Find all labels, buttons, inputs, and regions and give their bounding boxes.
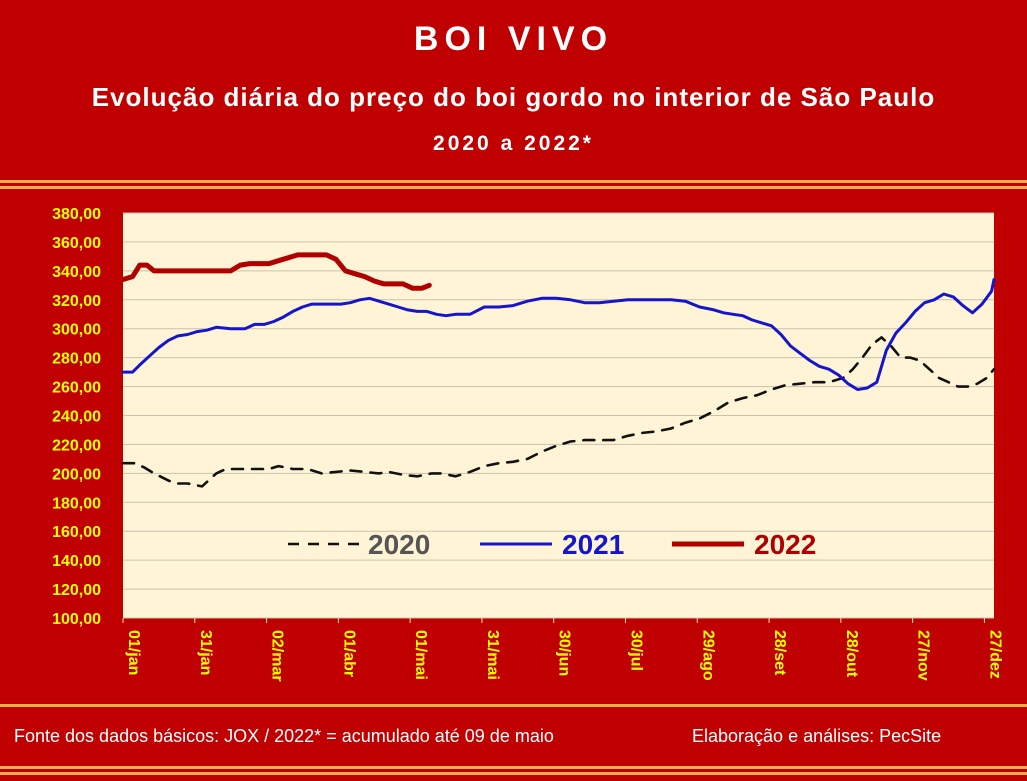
series-line-2020 — [121, 336, 996, 488]
divider-top-1 — [0, 180, 1027, 183]
y-tick-label: 160,00 — [52, 524, 101, 541]
x-tick-label: 27/dez — [986, 630, 1003, 679]
y-tick-label: 360,00 — [52, 235, 101, 252]
footer: Fonte dos dados básicos: JOX / 2022* = a… — [0, 712, 1027, 762]
y-tick-label: 280,00 — [52, 351, 101, 368]
chart-title: BOI VIVO — [413, 20, 614, 58]
x-tick-label: 01/jan — [125, 630, 142, 675]
y-axis: 380,00 360,00 340,00 320,00 300,00 280,00 260,… — [52, 206, 101, 628]
divider-bottom-3 — [0, 772, 1027, 775]
y-tick-label: 340,00 — [52, 264, 101, 281]
legend-label-2021: 2021 — [562, 529, 624, 560]
x-tick-label: 01/mai — [412, 630, 429, 680]
source-note: Fonte dos dados básicos: JOX / 2022* = a… — [14, 726, 554, 746]
x-tick-label: 30/jun — [556, 630, 573, 676]
y-tick-label: 380,00 — [52, 206, 101, 223]
series-line-2022 — [120, 252, 432, 291]
y-tick-label: 200,00 — [52, 466, 101, 483]
y-tick-label: 120,00 — [52, 582, 101, 599]
series-lines — [120, 252, 996, 488]
x-tick-label: 31/jan — [197, 630, 214, 675]
y-tick-label: 260,00 — [52, 380, 101, 397]
credit-note: Elaboração e análises: PecSite — [692, 726, 942, 746]
x-tick-label: 30/jul — [628, 630, 645, 671]
legend: 2020 2021 2022 — [288, 529, 816, 560]
y-tick-label: 140,00 — [52, 553, 101, 570]
x-tick-label: 02/mar — [269, 630, 286, 682]
y-tick-label: 320,00 — [52, 293, 101, 310]
x-tick-label: 01/abr — [340, 630, 357, 677]
gridlines — [123, 212, 994, 619]
divider-top-2 — [0, 186, 1027, 189]
x-tick-label: 27/nov — [915, 630, 932, 681]
divider-bottom-1 — [0, 704, 1027, 707]
x-tick-label: 28/out — [843, 630, 860, 678]
chart-subtitle: Evolução diária do preço do boi gordo no… — [91, 82, 936, 112]
y-tick-label: 240,00 — [52, 409, 101, 426]
price-chart: 380,00 360,00 340,00 320,00 300,00 280,00 260,… — [52, 206, 1003, 682]
legend-label-2020: 2020 — [368, 529, 430, 560]
y-tick-label: 220,00 — [52, 437, 101, 454]
divider-bottom-2 — [0, 766, 1027, 769]
y-tick-label: 300,00 — [52, 322, 101, 339]
y-tick-label: 100,00 — [52, 611, 101, 628]
x-axis: 01/jan 31/jan 02/mar 01/abr 01/mai 31/mai 30/j… — [122, 618, 1003, 682]
header: BOI VIVO Evolução diária do preço do boi… — [0, 0, 1027, 178]
x-tick-label: 28/set — [771, 630, 788, 676]
y-tick-label: 180,00 — [52, 495, 101, 512]
x-tick-label: 31/mai — [484, 630, 501, 680]
x-tick-label: 29/ago — [699, 630, 716, 681]
series-line-2021 — [121, 278, 996, 391]
legend-label-2022: 2022 — [754, 529, 816, 560]
chart-period: 2020 a 2022* — [433, 132, 594, 155]
